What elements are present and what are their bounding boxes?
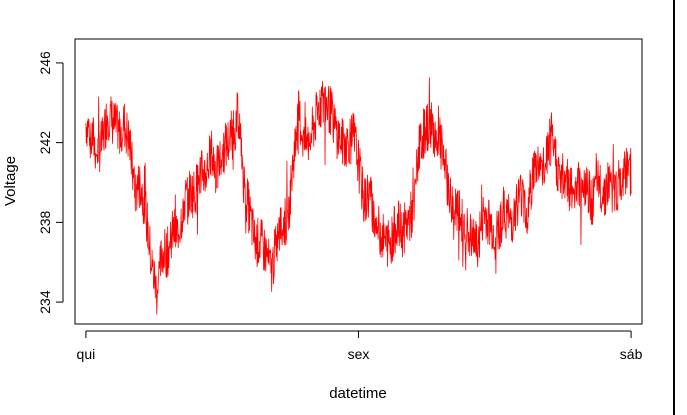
x-axis: qui sex sáb	[77, 330, 643, 362]
y-tick-label: 234	[37, 290, 53, 314]
y-tick-label: 246	[37, 51, 53, 75]
y-axis-title: Voltage	[2, 156, 19, 206]
voltage-series-line	[85, 77, 632, 315]
y-tick-label: 242	[37, 131, 53, 155]
series-layer	[85, 77, 632, 315]
x-axis-title: datetime	[329, 385, 387, 402]
x-tick-label: sex	[348, 346, 370, 362]
x-tick-label: qui	[77, 346, 96, 362]
x-tick-label: sáb	[620, 346, 643, 362]
y-axis: 234 238 242 246	[37, 51, 64, 314]
window-right-edge	[673, 0, 687, 415]
y-tick-label: 238	[37, 210, 53, 234]
plot-frame	[74, 38, 643, 325]
